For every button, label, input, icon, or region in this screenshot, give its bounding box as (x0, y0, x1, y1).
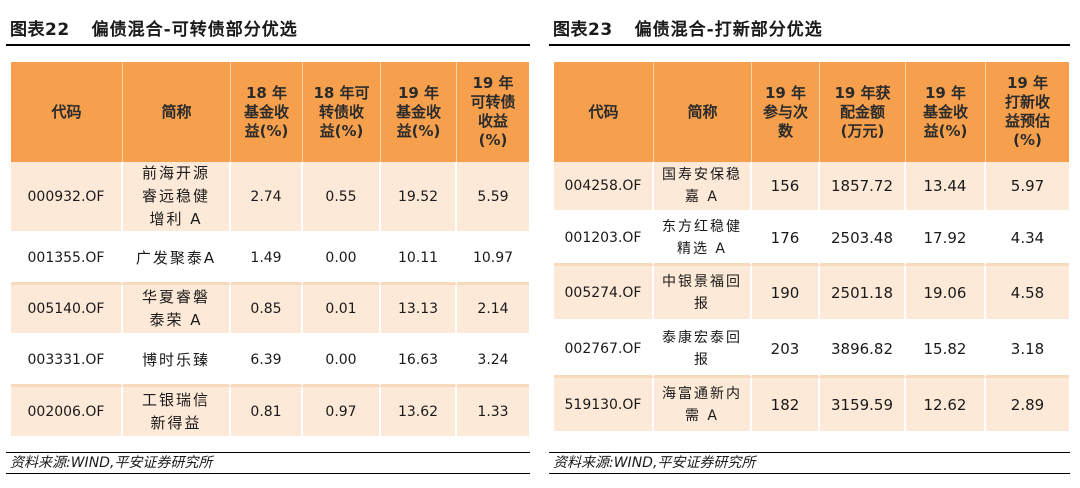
left-header-19-cb-return: 19 年可转债 收益 (%) (457, 62, 529, 162)
right-header-participations: 19 年参与次数 (752, 62, 820, 162)
table-row: 005140.OF 华夏睿磐 泰荣 A 0.85 0.01 13.13 2.14 (11, 285, 529, 336)
value-cell: 16.63 (381, 336, 457, 387)
value-cell: 203 (752, 322, 820, 378)
fund-code: 000932.OF (11, 162, 123, 234)
fund-code: 005274.OF (554, 266, 654, 322)
table-row: 002767.OF 泰康宏泰回报 203 3896.82 15.82 3.18 (554, 322, 1069, 378)
value-cell: 1857.72 (820, 162, 906, 213)
left-figure-caption: 偏债混合-可转债部分优选 (91, 20, 298, 40)
right-table: 代码 简称 19 年参与次数 19 年获 配金额 (万元) 19 年基金收 益(%) … (554, 62, 1069, 434)
fund-name: 泰康宏泰回报 (654, 322, 752, 378)
value-cell: 4.58 (986, 266, 1069, 322)
table-row: 005274.OF 中银景福回报 190 2501.18 19.06 4.58 (554, 266, 1069, 322)
table-row: 003331.OF 博时乐臻 6.39 0.00 16.63 3.24 (11, 336, 529, 387)
value-cell: 0.81 (231, 387, 303, 439)
left-header-19-fund-return: 19 年基金收 益(%) (381, 62, 457, 162)
right-header-name: 简称 (654, 62, 752, 162)
left-figure-title: 图表22 偏债混合-可转债部分优选 (6, 0, 530, 46)
value-cell: 10.97 (457, 234, 529, 285)
left-source-note: 资料来源:WIND,平安证券研究所 (6, 452, 530, 474)
right-figure-caption: 偏债混合-打新部分优选 (634, 20, 823, 40)
value-cell: 176 (752, 213, 820, 266)
value-cell: 0.00 (303, 234, 381, 285)
table-row: 001355.OF 广发聚泰A 1.49 0.00 10.11 10.97 (11, 234, 529, 285)
value-cell: 19.06 (906, 266, 986, 322)
value-cell: 3.18 (986, 322, 1069, 378)
value-cell: 2503.48 (820, 213, 906, 266)
fund-code: 001203.OF (554, 213, 654, 266)
table-row: 004258.OF 国寿安保稳嘉 A 156 1857.72 13.44 5.9… (554, 162, 1069, 213)
value-cell: 13.44 (906, 162, 986, 213)
value-cell: 2.14 (457, 285, 529, 336)
left-figure-number: 图表22 (10, 20, 70, 40)
left-table-header-row: 代码 简称 18 年基金收 益(%) 18 年可 转债收 益(%) 19 年基金收 益(… (11, 62, 529, 162)
value-cell: 0.55 (303, 162, 381, 234)
value-cell: 3896.82 (820, 322, 906, 378)
value-cell: 3159.59 (820, 378, 906, 434)
right-header-allotted-amount: 19 年获 配金额 (万元) (820, 62, 906, 162)
right-figure-title: 图表23 偏债混合-打新部分优选 (549, 0, 1070, 46)
table-row: 519130.OF 海富通新内需 A 182 3159.59 12.62 2.8… (554, 378, 1069, 434)
fund-code: 519130.OF (554, 378, 654, 434)
left-table: 代码 简称 18 年基金收 益(%) 18 年可 转债收 益(%) 19 年基金收 益(… (11, 62, 529, 439)
value-cell: 17.92 (906, 213, 986, 266)
value-cell: 6.39 (231, 336, 303, 387)
right-header-19-fund-return: 19 年基金收 益(%) (906, 62, 986, 162)
value-cell: 156 (752, 162, 820, 213)
left-header-code: 代码 (11, 62, 123, 162)
value-cell: 1.49 (231, 234, 303, 285)
value-cell: 182 (752, 378, 820, 434)
fund-name: 东方红稳健 精选 A (654, 213, 752, 266)
fund-code: 005140.OF (11, 285, 123, 336)
fund-name: 工银瑞信 新得益 (123, 387, 231, 439)
value-cell: 5.59 (457, 162, 529, 234)
value-cell: 2501.18 (820, 266, 906, 322)
fund-code: 001355.OF (11, 234, 123, 285)
value-cell: 13.62 (381, 387, 457, 439)
value-cell: 190 (752, 266, 820, 322)
value-cell: 0.97 (303, 387, 381, 439)
fund-code: 004258.OF (554, 162, 654, 213)
fund-code: 003331.OF (11, 336, 123, 387)
fund-name: 中银景福回报 (654, 266, 752, 322)
value-cell: 19.52 (381, 162, 457, 234)
table-row: 001203.OF 东方红稳健 精选 A 176 2503.48 17.92 4.… (554, 213, 1069, 266)
value-cell: 12.62 (906, 378, 986, 434)
fund-name: 华夏睿磐 泰荣 A (123, 285, 231, 336)
fund-name: 前海开源 睿远稳健 增利 A (123, 162, 231, 234)
left-header-18-cb-return: 18 年可 转债收 益(%) (303, 62, 381, 162)
right-source-note: 资料来源:WIND,平安证券研究所 (549, 452, 1070, 474)
value-cell: 2.89 (986, 378, 1069, 434)
right-header-code: 代码 (554, 62, 654, 162)
fund-code: 002767.OF (554, 322, 654, 378)
fund-code: 002006.OF (11, 387, 123, 439)
value-cell: 0.85 (231, 285, 303, 336)
value-cell: 13.13 (381, 285, 457, 336)
right-figure-number: 图表23 (553, 20, 613, 40)
right-table-header-row: 代码 简称 19 年参与次数 19 年获 配金额 (万元) 19 年基金收 益(%) … (554, 62, 1069, 162)
value-cell: 1.33 (457, 387, 529, 439)
left-panel: 图表22 偏债混合-可转债部分优选 代码 简称 18 年基金收 益(%) 18 年… (6, 0, 530, 474)
fund-name: 博时乐臻 (123, 336, 231, 387)
left-header-18-fund-return: 18 年基金收 益(%) (231, 62, 303, 162)
value-cell: 3.24 (457, 336, 529, 387)
value-cell: 5.97 (986, 162, 1069, 213)
right-header-19-ipo-return: 19 年打新收 益预估 (%) (986, 62, 1069, 162)
value-cell: 0.00 (303, 336, 381, 387)
table-row: 000932.OF 前海开源 睿远稳健 增利 A 2.74 0.55 19.52 5… (11, 162, 529, 234)
value-cell: 0.01 (303, 285, 381, 336)
value-cell: 15.82 (906, 322, 986, 378)
fund-name: 国寿安保稳嘉 A (654, 162, 752, 213)
value-cell: 10.11 (381, 234, 457, 285)
table-row: 002006.OF 工银瑞信 新得益 0.81 0.97 13.62 1.33 (11, 387, 529, 439)
right-panel: 图表23 偏债混合-打新部分优选 代码 简称 19 年参与次数 19 年获 配金额… (549, 0, 1070, 474)
left-header-name: 简称 (123, 62, 231, 162)
fund-name: 广发聚泰A (123, 234, 231, 285)
value-cell: 2.74 (231, 162, 303, 234)
fund-name: 海富通新内需 A (654, 378, 752, 434)
value-cell: 4.34 (986, 213, 1069, 266)
